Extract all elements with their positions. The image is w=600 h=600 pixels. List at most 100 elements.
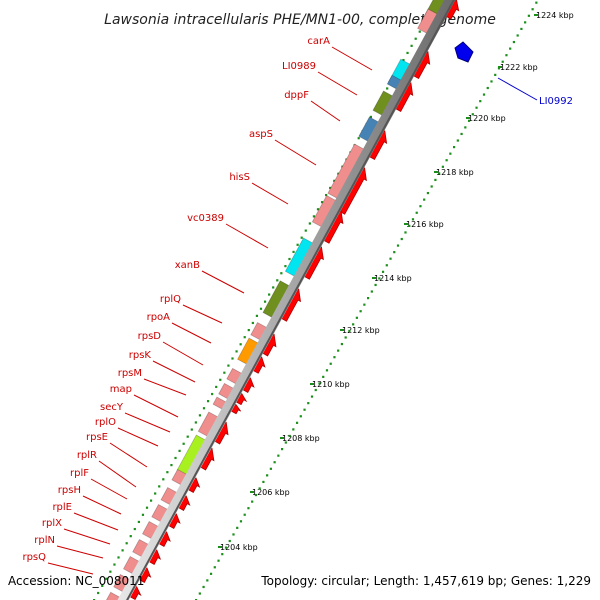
scale-label: 1208 kbp [282,434,320,443]
track-dot [215,385,218,389]
scale-tick-1222-kbp: 1222 kbp [498,63,538,72]
track-dot [186,435,189,438]
svg-text:rpsK: rpsK [129,350,152,361]
svg-text:dppF: dppF [284,90,309,101]
gene-label-rpoa: rpoA [147,312,212,344]
track-dot [202,407,206,410]
svg-text:rplF: rplF [70,468,89,479]
gene-label-li0989: LI0989 [282,61,358,96]
svg-text:rpsE: rpsE [86,432,108,443]
gene-label-rpsm: rpsM [118,368,187,396]
svg-text:hisS: hisS [229,172,250,183]
track-dot [243,336,246,339]
kbp-scale: 1224 kbp 1222 kbp 1220 kbp 1218 kbp 1216 kbp… [195,1,574,600]
feature-li0992 [454,41,474,63]
scale-tick-1224-kbp: 1224 kbp [534,11,574,20]
gene-label-rpsq: rpsQ [22,552,94,575]
track-dot [255,314,259,317]
svg-text:rpoA: rpoA [147,312,171,323]
track-dot [418,30,421,33]
track-dot [357,137,360,140]
scale-label: 1214 kbp [374,274,412,283]
track-dot [268,293,271,296]
track-dot [296,243,299,246]
gene-label-rpsk: rpsK [129,350,196,383]
track-dot [402,58,405,62]
svg-text:aspS: aspS [249,129,273,140]
gene-label-vc0389: vc0389 [187,213,269,249]
gene-label-rpsd: rpsD [138,331,204,366]
gene-label-li0992: LI0992 [539,96,573,107]
scale-tick-1210-kbp: 1210 kbp [310,380,350,389]
track-dot [337,172,340,175]
scale-label: 1224 kbp [536,11,574,20]
gene-labels: carA LI0989 dppF aspS hisS vc0389 xanB rplQ rpoA… [22,36,373,575]
svg-text:rpsD: rpsD [138,331,162,342]
track-dot [129,535,132,538]
track-dot [280,272,283,275]
gene-label-rplq: rplQ [160,294,223,324]
gene-label-cara: carA [307,36,373,71]
svg-text:vc0389: vc0389 [187,213,224,224]
track-dot [386,87,389,90]
track-dot [329,186,332,190]
scale-tick-1212-kbp: 1212 kbp [340,326,380,335]
track-dot [121,549,124,552]
track-dot [251,321,254,325]
svg-text:rplR: rplR [77,450,97,461]
track-dot [333,179,336,182]
track-dot [141,513,145,516]
svg-text:carA: carA [307,36,330,47]
track-dot [288,257,291,261]
feature-track-dots [93,2,438,600]
gene-label-rpse: rpsE [86,432,148,468]
track-dot [125,542,128,545]
gene-label-rplr: rplR [77,450,137,488]
track-dot [235,350,238,353]
track-dot [109,570,112,573]
svg-text:rplN: rplN [34,535,55,546]
track-dot [170,463,173,467]
track-dot [308,222,311,225]
gene-label-rple: rplE [52,502,119,531]
track-dot [105,577,108,580]
scale-label: 1216 kbp [406,220,444,229]
track-dot [325,193,328,197]
svg-text:secY: secY [100,402,124,413]
track-dot [284,265,287,268]
gene-label-secy: secY [100,402,171,433]
svg-text:rplO: rplO [95,417,116,428]
svg-text:LI0989: LI0989 [282,61,316,72]
track-dot [206,400,210,403]
scale-tick-1216-kbp: 1216 kbp [404,220,444,229]
gene-label-hiss: hisS [229,172,289,205]
scale-label: 1218 kbp [436,168,474,177]
scale-label: 1222 kbp [500,63,538,72]
scale-label: 1206 kbp [252,488,290,497]
scale-tick-1218-kbp: 1218 kbp [434,168,474,177]
gene-label-rplo: rplO [95,417,159,447]
track-dot [227,364,230,367]
track-dot [223,371,226,374]
svg-text:rplE: rplE [52,502,72,513]
gene-label-rplf: rplF [70,468,128,500]
track-dot [272,286,275,289]
track-dot [149,499,153,502]
track-dot [247,328,250,332]
scale-tick-1206-kbp: 1206 kbp [250,488,290,497]
genome-backbone [117,0,456,600]
track-dot [174,456,177,460]
gene-label-dppf: dppF [284,90,341,122]
scale-tick-1208-kbp: 1208 kbp [280,434,320,443]
scale-label: 1212 kbp [342,326,380,335]
track-dot [410,44,413,47]
track-dot [276,279,279,282]
scale-label: 1220 kbp [468,114,506,123]
gene-label-rpsh: rpsH [58,485,122,515]
map-title: Lawsonia intracellularis PHE/MN1-00, com… [104,12,496,28]
svg-text:rplX: rplX [42,518,62,529]
scale-label: 1204 kbp [220,543,258,552]
track-dot [263,300,267,303]
svg-text:rpsM: rpsM [118,368,142,379]
